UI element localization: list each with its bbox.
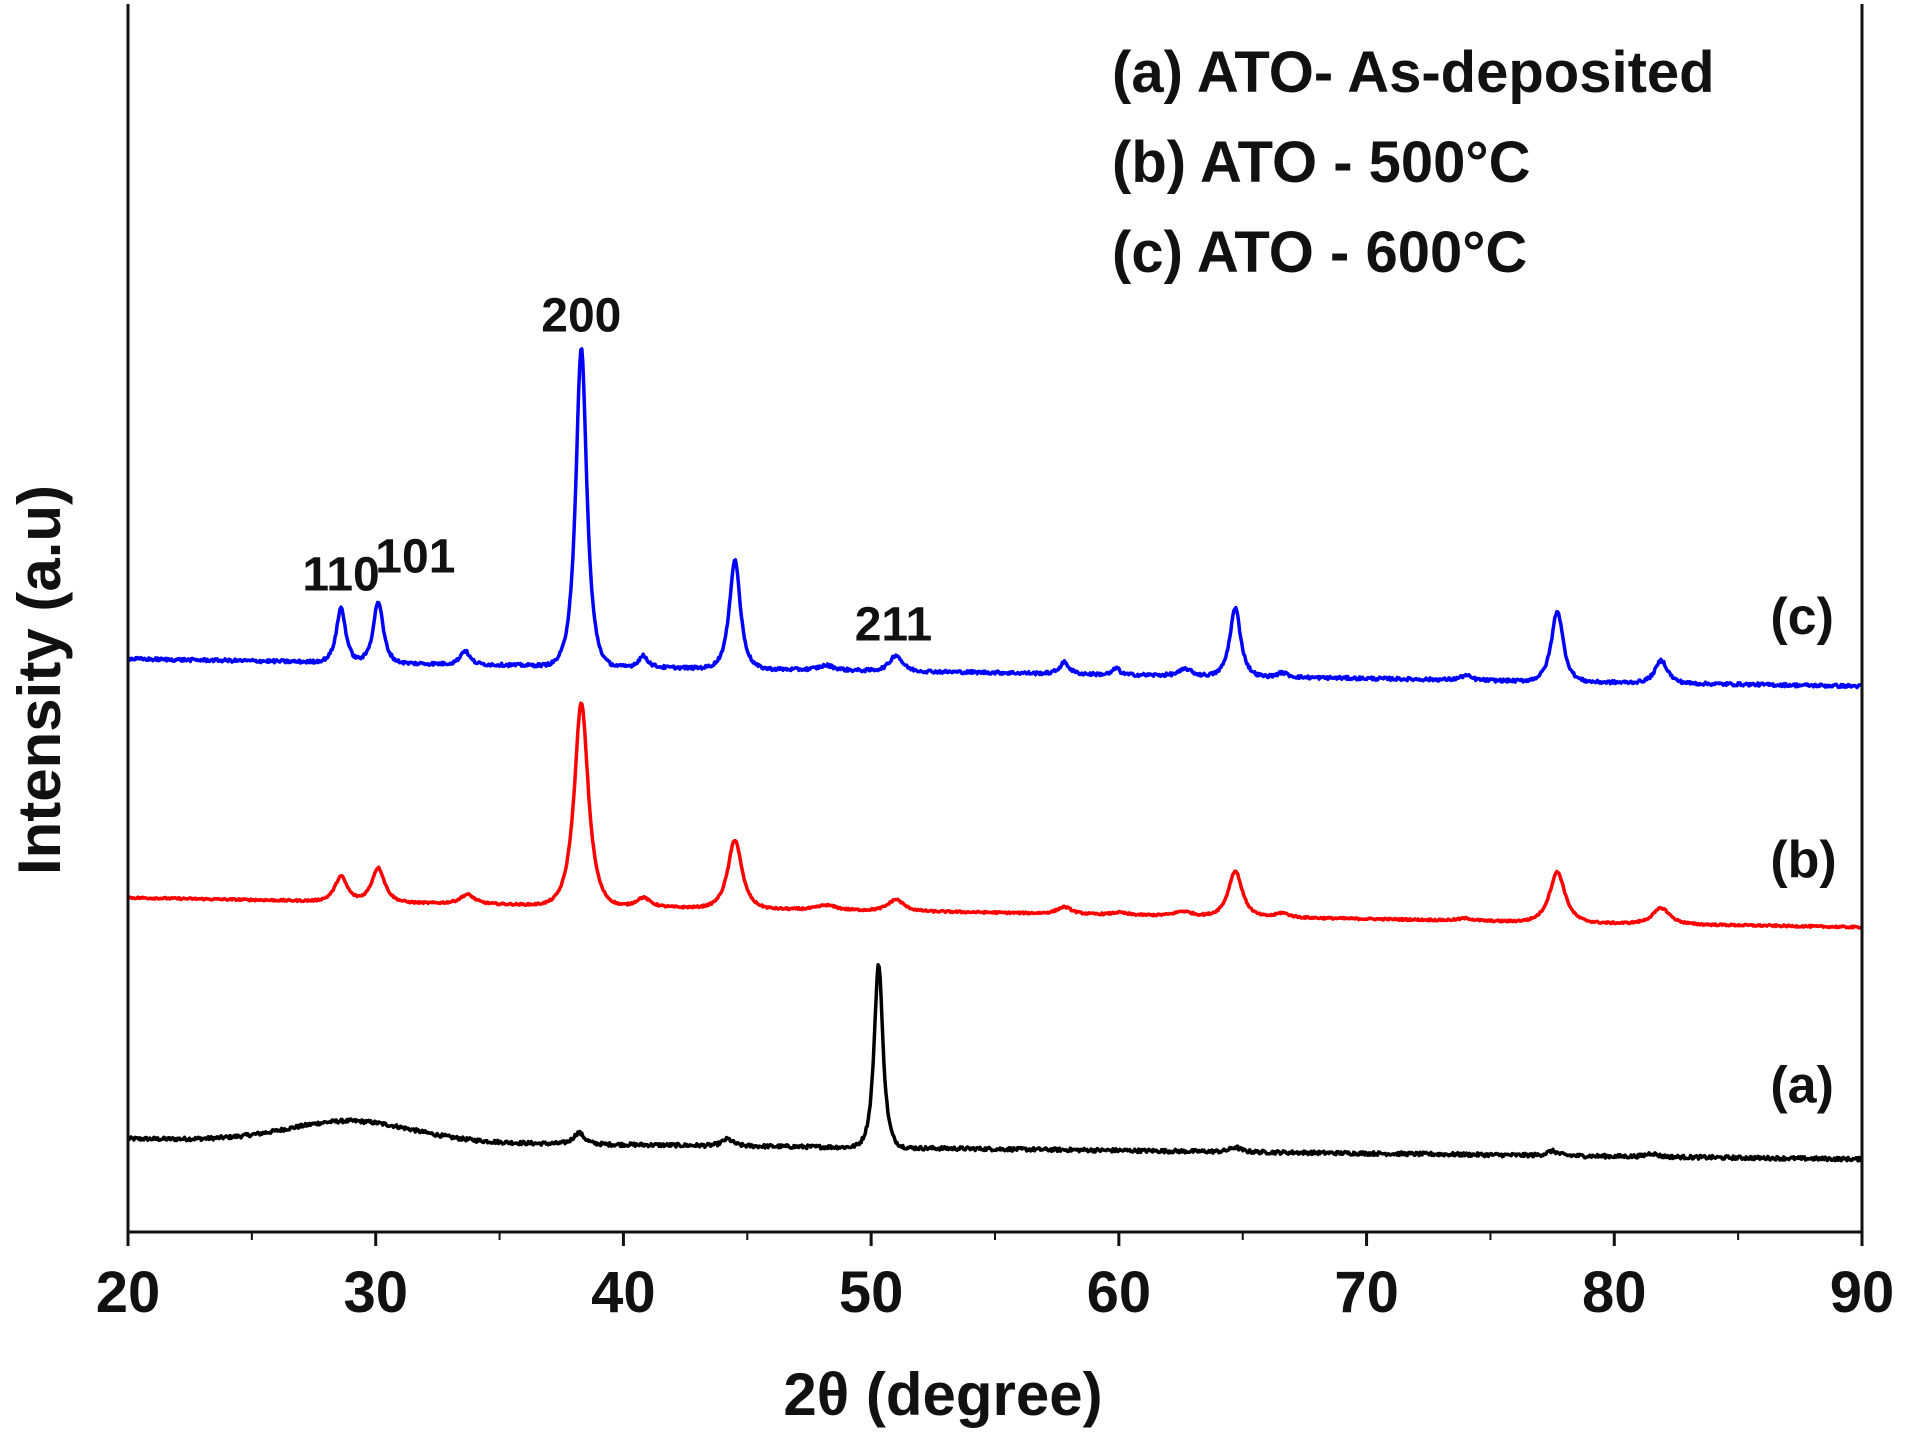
x-tick-label-30: 30	[343, 1260, 408, 1325]
curve-label-c: (c)	[1770, 588, 1834, 646]
series-line-c	[127, 347, 1864, 690]
x-tick-label-40: 40	[591, 1260, 656, 1325]
peak-label-211: 211	[855, 599, 932, 652]
curve-label-b: (b)	[1770, 831, 1836, 889]
x-tick-label-80: 80	[1582, 1260, 1647, 1325]
x-tick-label-90: 90	[1830, 1260, 1895, 1325]
peak-label-200: 200	[541, 289, 621, 342]
series-line-a	[126, 962, 1864, 1163]
x-tick-label-70: 70	[1334, 1260, 1399, 1325]
series-line-b	[126, 701, 1864, 930]
y-axis-title: Intensity (a.u)	[6, 485, 73, 875]
legend-entry-b: (b) ATO - 500°C	[1112, 130, 1531, 195]
x-tick-label-50: 50	[839, 1260, 904, 1325]
x-axis-title: 2θ (degree)	[783, 1361, 1102, 1428]
legend: (a) ATO- As-deposited (b) ATO - 500°C (c…	[1112, 40, 1715, 285]
x-tick-label-20: 20	[96, 1260, 161, 1325]
legend-entry-a: (a) ATO- As-deposited	[1112, 40, 1715, 105]
peak-label-110: 110	[302, 549, 379, 602]
curve-label-a: (a)	[1770, 1056, 1834, 1114]
peak-label-101: 101	[375, 531, 455, 584]
series-layer	[126, 347, 1864, 1163]
legend-entry-c: (c) ATO - 600°C	[1112, 220, 1527, 285]
axis-layer: 20 30 40 50 60 70 80 90	[96, 4, 1895, 1325]
x-tick-label-60: 60	[1087, 1260, 1152, 1325]
